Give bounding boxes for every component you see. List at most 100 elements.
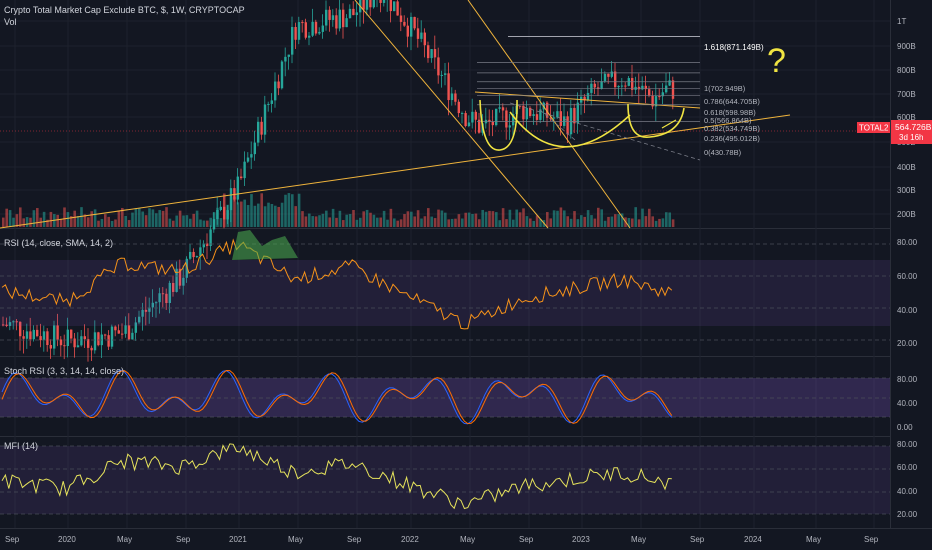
candle-body	[104, 334, 107, 336]
candle-body	[15, 321, 18, 323]
candle-body	[661, 92, 664, 97]
volume-bar	[342, 220, 345, 227]
y-tick: 0.00	[897, 423, 913, 432]
y-tick: 80.00	[897, 238, 918, 247]
volume-bar	[331, 208, 335, 227]
x-tick: May	[117, 535, 132, 544]
volume-bar	[260, 193, 263, 227]
volume-legend: Vol	[4, 17, 17, 27]
volume-bar	[372, 214, 376, 227]
candle-body	[39, 336, 42, 341]
candle-body	[624, 85, 627, 87]
candle-body	[168, 282, 171, 303]
candle-body	[280, 61, 284, 89]
y-tick: 900B	[897, 42, 916, 51]
volume-bar	[192, 213, 195, 227]
volume-bar	[73, 210, 76, 227]
candle-body	[192, 251, 195, 258]
candle-body	[284, 56, 287, 62]
volume-bar	[263, 206, 267, 227]
candle-body	[121, 333, 124, 335]
volume-bar	[182, 215, 185, 227]
candle-body	[505, 110, 508, 128]
candle-body	[141, 309, 144, 317]
volume-bar	[29, 217, 32, 227]
y-tick: 200B	[897, 210, 916, 219]
volume-bar	[243, 199, 246, 227]
volume-bar	[80, 207, 83, 227]
volume-bar	[277, 206, 280, 227]
volume-bar	[505, 219, 508, 227]
volume-bar	[450, 218, 454, 227]
volume-bar	[148, 208, 151, 227]
candle-body	[586, 92, 590, 101]
candle-body	[131, 332, 134, 340]
fib-label-0: 0(430.78B)	[704, 148, 742, 157]
volume-bar	[433, 218, 437, 227]
y-tick: 40.00	[897, 399, 918, 408]
x-tick: May	[460, 535, 475, 544]
fib-label-0382: 0.382(534.749B)	[704, 124, 760, 133]
volume-bar	[359, 217, 362, 227]
candle-body	[8, 322, 12, 326]
indicator-band	[0, 260, 890, 326]
candle-body	[90, 347, 93, 351]
candle-body	[318, 31, 321, 34]
volume-bar	[274, 205, 277, 227]
stoch-rsi-legend: Stoch RSI (3, 3, 14, 14, close)	[4, 366, 125, 376]
candle-body	[277, 81, 280, 89]
volume-bar	[563, 210, 566, 227]
candle-body	[175, 268, 178, 292]
candle-body	[155, 302, 158, 304]
candle-body	[124, 325, 127, 334]
candle-body	[12, 321, 15, 323]
volume-bar	[440, 210, 444, 227]
volume-bar	[2, 217, 5, 227]
volume-bar	[97, 220, 100, 227]
candle-body	[325, 9, 328, 26]
volume-bar	[641, 208, 644, 227]
candle-body	[382, 0, 386, 3]
fib-label-1: 1(702.949B)	[704, 84, 746, 93]
candle-body	[498, 107, 501, 109]
candle-body	[49, 345, 52, 349]
volume-bar	[117, 210, 121, 227]
candle-body	[70, 329, 73, 339]
y-tick: 400B	[897, 163, 916, 172]
candle-body	[42, 331, 46, 341]
volume-bar	[427, 208, 430, 227]
candle-body	[444, 73, 447, 75]
candle-body	[389, 0, 392, 12]
candle-body	[447, 73, 450, 101]
x-tick: May	[631, 535, 646, 544]
volume-bar	[529, 218, 532, 227]
candle-body	[161, 293, 165, 295]
candle-body	[603, 73, 607, 82]
candle-body	[396, 1, 399, 16]
mfi-line	[1, 443, 672, 510]
volume-bar	[597, 207, 600, 227]
volume-bar	[631, 218, 634, 227]
candle-body	[29, 331, 32, 340]
candle-body	[219, 206, 222, 210]
candle-body	[416, 28, 420, 39]
stoch-axis: 80.00 40.00 0.00	[897, 375, 918, 432]
volume-bar	[158, 210, 161, 227]
x-tick: 2022	[401, 535, 419, 544]
fib-label-0236: 0.236(495.012B)	[704, 134, 760, 143]
stoch-d-line	[1, 369, 673, 425]
candle-body	[529, 107, 532, 116]
candle-body	[226, 210, 229, 220]
volume-bar	[471, 213, 474, 227]
volume-bar	[93, 209, 97, 227]
candle-body	[144, 309, 148, 312]
volume-bar	[195, 210, 199, 227]
candle-body	[478, 119, 481, 133]
candle-body	[66, 329, 69, 347]
candle-body	[535, 114, 539, 120]
candle-body	[301, 22, 304, 24]
volume-bar	[634, 207, 637, 227]
y-tick: 80.00	[897, 375, 918, 384]
volume-bar	[522, 208, 525, 227]
volume-bar	[382, 210, 386, 227]
